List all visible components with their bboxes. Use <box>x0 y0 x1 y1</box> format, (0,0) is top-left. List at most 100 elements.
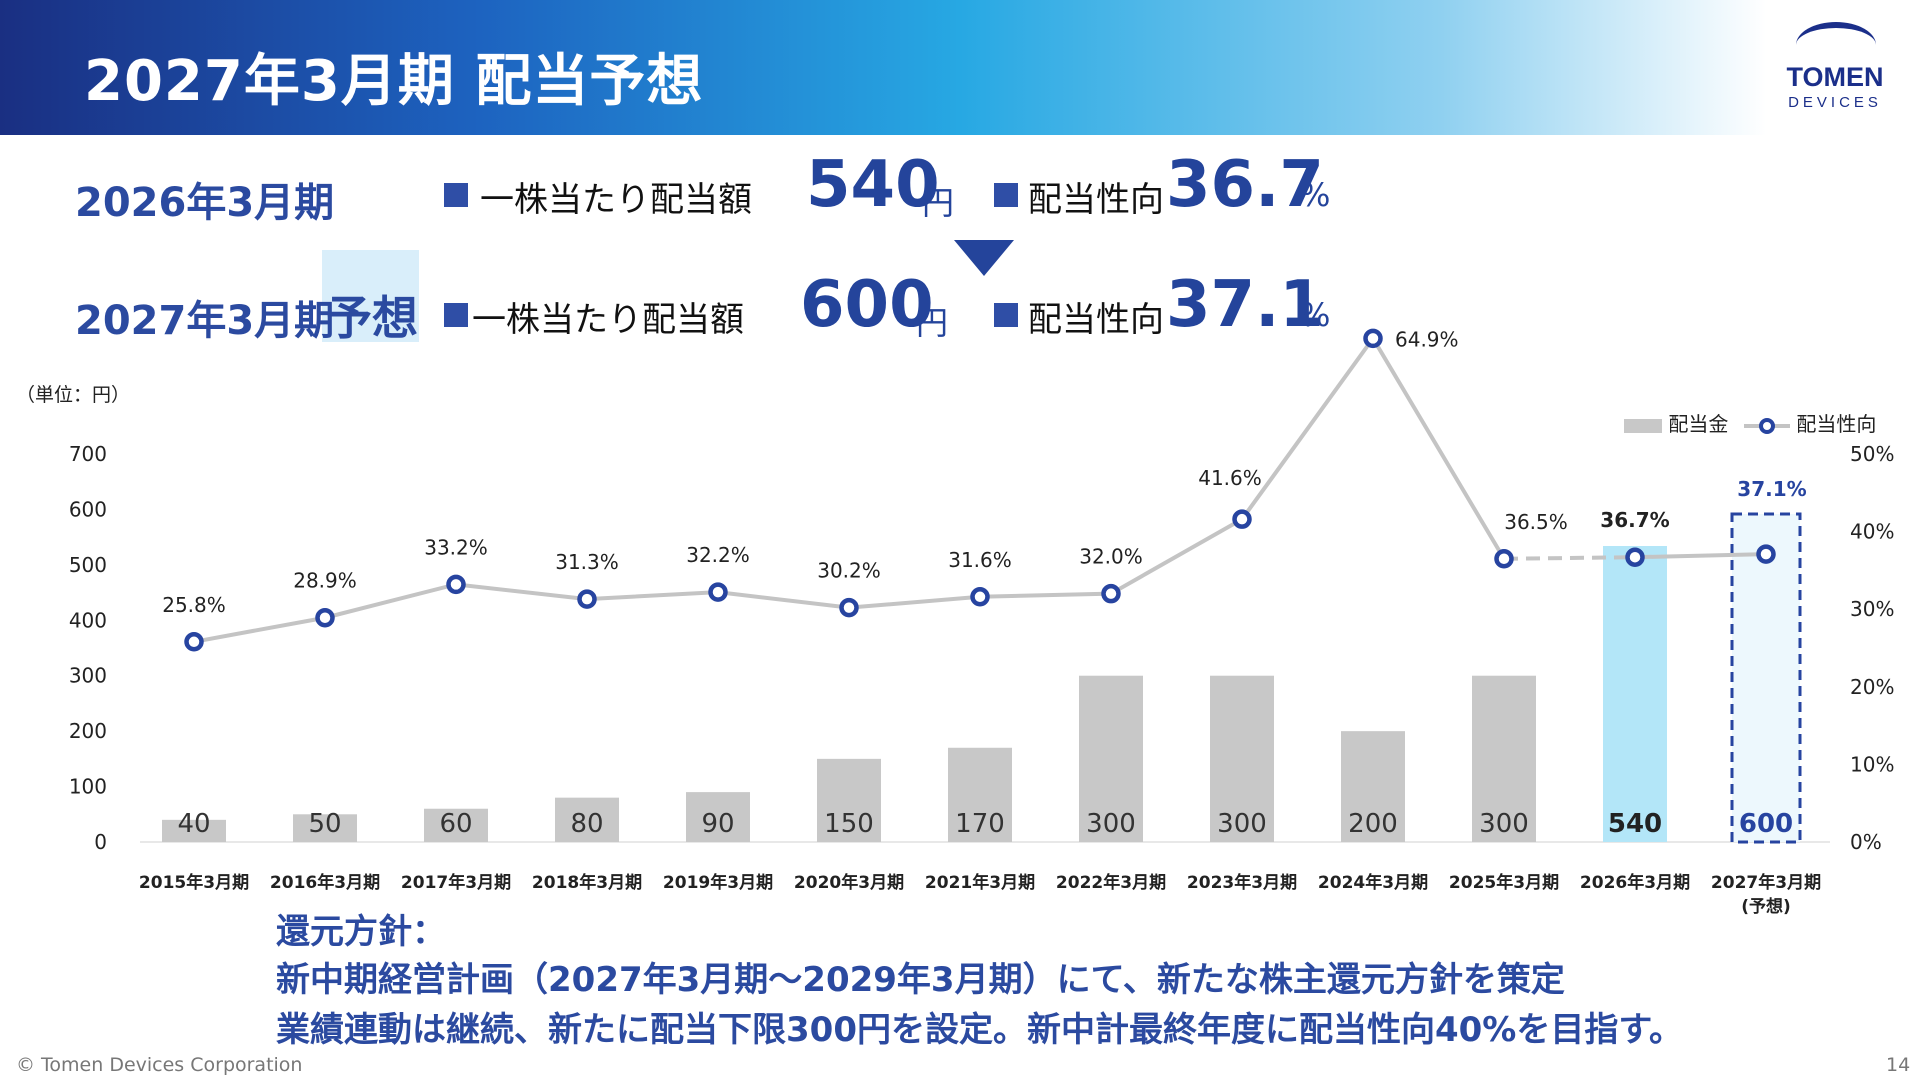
x-tick-sublabel: (予想) <box>1741 896 1791 917</box>
payout-marker <box>839 597 859 618</box>
payout-value-label: 33.2% <box>424 535 488 559</box>
summary-row2-dps-bullet-icon <box>444 303 468 327</box>
payout-marker <box>1494 549 1514 569</box>
payout-marker <box>184 632 204 652</box>
y-left-tick-label: 500 <box>69 553 107 577</box>
payout-line <box>193 334 1506 644</box>
payout-marker <box>1363 328 1383 349</box>
summary-row1-dps-value: 540 <box>806 148 940 222</box>
policy-heading: 還元方針： <box>276 912 446 952</box>
x-tick-label: 2018年3月期 <box>532 872 642 893</box>
summary-row1-period: 2026年3月期 <box>75 180 335 226</box>
payout-value-label: 32.0% <box>1079 545 1143 569</box>
summary-row1-dps-bullet-icon <box>444 183 468 207</box>
logo-sub: DEVICES <box>1788 94 1882 111</box>
payout-value-label: 32.2% <box>686 543 750 567</box>
bar-2017年3月期 <box>424 808 488 842</box>
bar-2016年3月期 <box>293 814 357 842</box>
summary-row1-payout-unit: % <box>1300 176 1331 214</box>
y-right-tick-label: 30% <box>1850 597 1894 621</box>
bar-value-label: 300 <box>1217 809 1267 839</box>
bar-2015年3月期 <box>162 819 226 842</box>
payout-value-label: 64.9% <box>1395 327 1459 351</box>
policy-line1: 新中期経営計画（2027年3月期〜2029年3月期）にて、新たな株主還元方針を策… <box>276 960 1565 1000</box>
payout-value-label: 41.6% <box>1198 466 1262 490</box>
payout-value-label: 30.2% <box>817 559 881 583</box>
bar-2025年3月期 <box>1472 675 1536 842</box>
bar-value-label: 40 <box>177 809 210 839</box>
bar-value-label: 540 <box>1608 809 1662 839</box>
summary-row2-payout-unit: % <box>1300 296 1331 334</box>
x-tick-label: 2020年3月期 <box>794 872 904 893</box>
bar-value-label: 200 <box>1348 809 1398 839</box>
x-tick-label: 2022年3月期 <box>1056 872 1166 893</box>
chart-unit-label: （単位：円） <box>16 384 131 406</box>
bar-2018年3月期 <box>555 797 619 842</box>
logo-arc-icon <box>1796 22 1876 68</box>
payout-marker <box>1101 583 1121 604</box>
x-tick-label: 2023年3月期 <box>1187 872 1297 893</box>
summary-row2-payout-bullet-icon <box>994 303 1018 327</box>
y-left-tick-label: 100 <box>69 775 107 799</box>
y-left-tick-label: 200 <box>69 719 107 743</box>
legend-bar: 配当金 <box>1624 408 1728 437</box>
payout-value-label: 37.1% <box>1737 477 1806 501</box>
page-number: 14 <box>1886 1054 1911 1076</box>
payout-line-dashed <box>1503 555 1636 561</box>
payout-marker <box>1232 509 1252 529</box>
bar-value-label: 170 <box>955 809 1005 839</box>
payout-value-label: 28.9% <box>293 569 357 593</box>
payout-marker <box>577 589 597 609</box>
summary-row2-dps-unit: 円 <box>916 304 949 342</box>
bar-2022年3月期 <box>1079 675 1143 842</box>
bar-value-label: 80 <box>570 809 603 839</box>
copyright: © Tomen Devices Corporation <box>16 1054 303 1076</box>
payout-value-label: 25.8% <box>162 593 226 617</box>
bar-2020年3月期 <box>817 758 881 842</box>
x-tick-label: 2017年3月期 <box>401 872 511 893</box>
forecast-tag-highlight <box>322 250 419 342</box>
bar-2024年3月期 <box>1341 731 1405 842</box>
x-tick-label: 2026年3月期 <box>1580 872 1690 893</box>
bar-value-label: 90 <box>701 809 734 839</box>
x-tick-label: 2015年3月期 <box>139 872 249 893</box>
payout-line-forecast <box>1634 552 1767 560</box>
bar-2019年3月期 <box>686 792 750 842</box>
company-logo: TOMEN DEVICES <box>1780 22 1890 112</box>
y-left-tick-label: 0 <box>94 830 107 854</box>
bar-value-label: 300 <box>1479 809 1529 839</box>
payout-marker <box>970 587 990 607</box>
bar-value-label: 600 <box>1739 809 1793 839</box>
payout-value-label: 31.6% <box>948 548 1012 572</box>
payout-marker <box>708 582 728 602</box>
payout-marker <box>315 607 335 628</box>
payout-value-label: 36.5% <box>1504 510 1568 534</box>
summary-row2-period: 2027年3月期 <box>75 298 335 344</box>
y-right-tick-label: 0% <box>1850 830 1882 854</box>
header-banner: 2027年3月期 配当予想 <box>0 0 1920 135</box>
x-tick-label: 2025年3月期 <box>1449 872 1559 893</box>
x-tick-label: 2021年3月期 <box>925 872 1035 893</box>
y-left-tick-label: 400 <box>69 608 107 632</box>
bar-value-label: 150 <box>824 809 874 839</box>
x-tick-label: 2016年3月期 <box>270 872 380 893</box>
legend-line-swatch-icon <box>1744 417 1790 434</box>
page-title: 2027年3月期 配当予想 <box>84 49 704 114</box>
bar-2026年3月期 <box>1603 546 1667 842</box>
summary-row2-dps-label: 一株当たり配当額 <box>472 300 744 340</box>
payout-value-label: 36.7% <box>1600 508 1669 532</box>
payout-marker <box>1756 544 1776 564</box>
logo-name: TOMEN <box>1786 62 1884 92</box>
y-left-tick-label: 700 <box>69 442 107 466</box>
summary-row1-dps-label: 一株当たり配当額 <box>480 180 752 220</box>
forecast-tag: 予想 <box>326 291 418 345</box>
bar-2023年3月期 <box>1210 675 1274 842</box>
y-right-tick-label: 50% <box>1850 442 1894 466</box>
legend-bar-label: 配当金 <box>1668 412 1729 436</box>
x-tick-label: 2019年3月期 <box>663 872 773 893</box>
payout-value-label: 31.3% <box>555 550 619 574</box>
summary-row1-payout-bullet-icon <box>994 183 1018 207</box>
summary-row1-dps-unit: 円 <box>922 184 955 222</box>
bar-2021年3月期 <box>948 747 1012 842</box>
